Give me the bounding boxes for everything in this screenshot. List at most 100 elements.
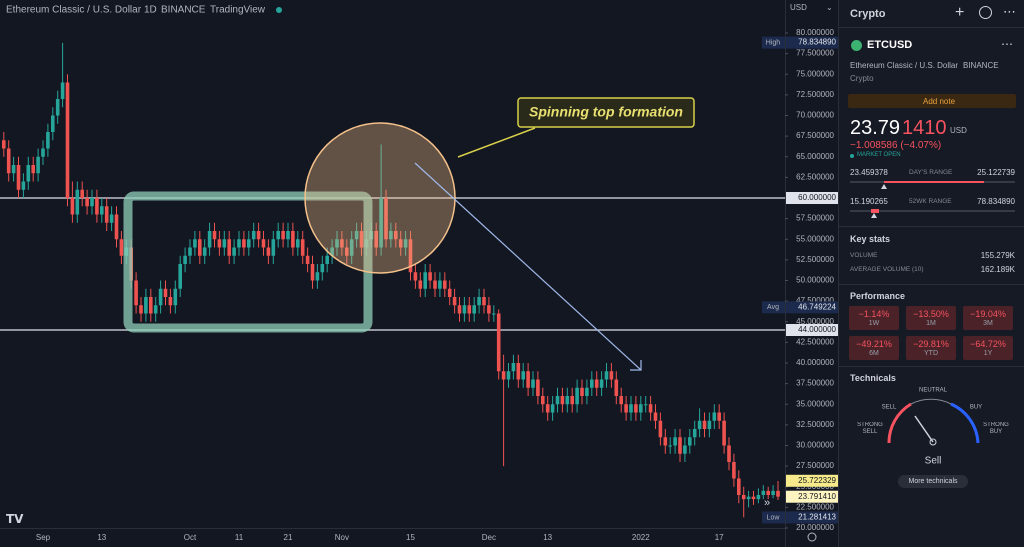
price-decimals: 1410 — [902, 117, 947, 139]
candle-body — [168, 297, 173, 306]
candle-body — [418, 280, 423, 289]
candle-body — [550, 404, 555, 413]
add-symbol[interactable]: + — [955, 4, 965, 21]
candle-body — [281, 231, 285, 240]
x-tick-label: 13 — [97, 533, 106, 542]
candle-body — [384, 198, 388, 240]
candle-body — [325, 255, 329, 264]
source: TradingView — [210, 5, 266, 16]
candle-body — [60, 82, 65, 99]
week52-track — [850, 210, 1015, 212]
clock-icon[interactable] — [979, 6, 992, 19]
y-tick-label: 52.500000 — [796, 255, 834, 264]
callout-pointer — [457, 127, 536, 158]
stat-value: 162.189K — [980, 265, 1015, 274]
week52-high: 78.834890 — [977, 197, 1015, 206]
day-high: 25.122739 — [977, 168, 1015, 177]
candle-body — [433, 280, 437, 289]
category: Crypto — [850, 74, 874, 83]
price-currency: USD — [950, 126, 967, 135]
day-range-marker — [881, 184, 887, 189]
performance-cell: −29.81% YTD — [906, 336, 956, 360]
x-tick-label: 21 — [284, 533, 293, 542]
tv-logo[interactable]: 𝗧𝗩 — [6, 512, 24, 526]
candle-body — [320, 264, 325, 273]
watchlist-name[interactable]: Crypto — [850, 8, 886, 20]
settings[interactable] — [807, 532, 817, 542]
candle-body — [158, 288, 163, 306]
x-tick-label: 17 — [715, 533, 724, 542]
x-tick-label: Dec — [482, 533, 496, 542]
candle-body — [648, 404, 653, 413]
stat-label: AVERAGE VOLUME (10) — [850, 266, 924, 273]
add-note-button[interactable] — [848, 94, 1016, 108]
symbol-icon — [851, 40, 862, 51]
candle-body — [256, 231, 261, 240]
y-tick-label: 65.000000 — [796, 152, 834, 161]
candle-body — [379, 198, 383, 248]
callout-text: Spinning top formation — [529, 104, 683, 120]
candle-body — [624, 404, 628, 413]
performance-period: YTD — [924, 350, 938, 357]
y-tick-label: 45.000000 — [796, 317, 834, 326]
add-note[interactable]: Add note — [923, 97, 956, 106]
y-tick-label: 77.500000 — [796, 49, 834, 58]
symbol-menu[interactable]: ⋯ — [1001, 37, 1013, 51]
y-tick-label: 80.000000 — [796, 28, 834, 37]
candle-body — [51, 115, 55, 132]
y-tick-label: 42.500000 — [796, 337, 834, 346]
y-tick-label: 37.500000 — [796, 379, 834, 388]
candle-body — [692, 429, 697, 438]
performance-value: −64.72% — [970, 339, 1006, 349]
candle-body — [771, 490, 775, 495]
performance-cell: −64.72% 1Y — [963, 336, 1013, 360]
candle-body — [688, 437, 692, 446]
candle-body — [501, 371, 506, 380]
candle-body — [643, 404, 648, 406]
candle-body — [438, 280, 442, 289]
price-tag-name: Avg — [767, 304, 779, 311]
y-tick-label: 75.000000 — [796, 69, 834, 78]
candle-body — [247, 239, 251, 248]
candle-body — [428, 272, 432, 281]
week52-marker — [871, 213, 877, 218]
candle-body — [712, 412, 717, 421]
candle-body — [55, 99, 60, 116]
scroll-right[interactable]: » — [764, 497, 770, 509]
candle-body — [634, 404, 638, 413]
candle-body — [26, 165, 31, 182]
x-tick-label: 2022 — [632, 533, 650, 542]
gauge-verdict: Sell — [925, 456, 942, 467]
price-tag: 78.834890 — [798, 38, 836, 47]
candle-body — [114, 214, 119, 240]
performance-period: 6M — [869, 350, 879, 357]
exchange: BINANCE — [963, 61, 999, 70]
more-technicals[interactable]: More technicals — [898, 475, 968, 488]
performance-period: 1M — [926, 320, 936, 327]
candle-body — [153, 305, 158, 314]
axis-menu[interactable]: ⌄ — [826, 3, 833, 12]
divider — [839, 366, 1024, 367]
y-tick-label: 55.000000 — [796, 234, 834, 243]
symbol: ETCUSD — [867, 39, 913, 51]
more[interactable]: ⋯ — [1003, 4, 1016, 19]
y-tick-label: 20.000000 — [796, 523, 834, 532]
candle-body — [722, 420, 726, 446]
candle-body — [766, 490, 770, 495]
candle-body — [751, 496, 756, 500]
candle-body — [65, 82, 70, 198]
candle-body — [555, 396, 560, 405]
sidebar: Crypto + ⋯ ETCUSD ⋯ Ethereum Classic / U… — [838, 0, 1024, 547]
price-tag-bg — [786, 301, 838, 314]
candle-body — [609, 371, 614, 380]
candle-body — [349, 239, 354, 256]
candle-body — [443, 280, 447, 289]
gauge: SELL NEUTRAL BUY STRONG SELL STRONG BUY … — [857, 388, 1009, 467]
stat-value: 155.279K — [980, 251, 1015, 260]
candle-body — [36, 156, 40, 174]
price-tag-name-bg — [762, 301, 785, 314]
candle-body — [310, 264, 315, 281]
candle-body — [575, 387, 579, 405]
candle-body — [702, 420, 707, 429]
gauge-label: NEUTRAL — [919, 388, 948, 394]
